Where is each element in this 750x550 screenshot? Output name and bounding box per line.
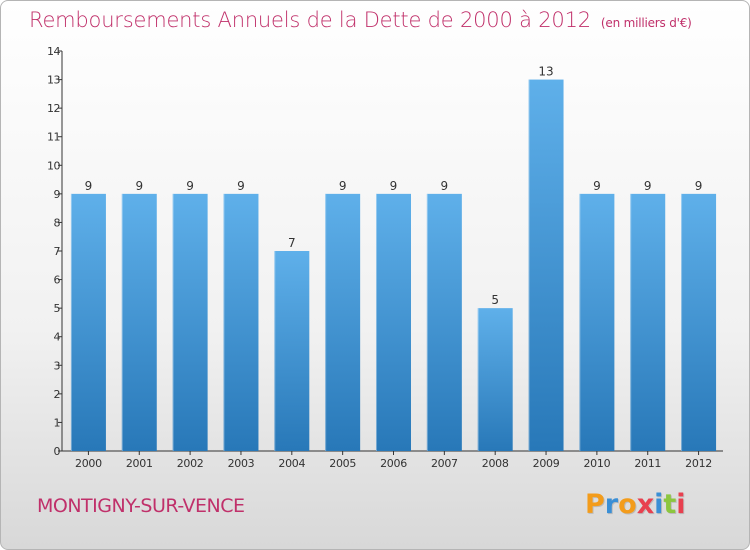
y-tick-label: 3 — [54, 359, 61, 372]
y-tick-label: 9 — [54, 188, 61, 201]
y-tick-label: 4 — [54, 331, 61, 344]
y-tick-label: 8 — [54, 216, 61, 229]
bar — [274, 251, 310, 451]
data-label: 7 — [288, 236, 296, 250]
x-tick-label: 2006 — [380, 457, 407, 470]
data-label: 5 — [491, 293, 499, 307]
brand-logo[interactable]: Proxiti — [585, 489, 686, 520]
data-label: 9 — [695, 179, 703, 193]
data-label: 9 — [390, 179, 398, 193]
data-label: 9 — [186, 179, 194, 193]
y-tick-label: 14 — [47, 45, 60, 58]
bar — [172, 193, 208, 451]
bar — [579, 193, 615, 451]
x-tick-label: 2003 — [228, 457, 255, 470]
data-label: 9 — [135, 179, 143, 193]
bar — [223, 193, 259, 451]
x-tick-label: 2001 — [126, 457, 153, 470]
data-label: 9 — [593, 179, 601, 193]
bar — [325, 193, 361, 451]
bar — [477, 308, 513, 451]
bar — [121, 193, 157, 451]
bar — [426, 193, 462, 451]
y-tick-label: 10 — [47, 159, 60, 172]
data-label: 9 — [441, 179, 449, 193]
bar — [630, 193, 666, 451]
x-tick-label: 2002 — [177, 457, 204, 470]
bar — [681, 193, 717, 451]
brand-letter: x — [636, 489, 655, 520]
data-label: 9 — [644, 179, 652, 193]
bar — [528, 79, 564, 452]
x-tick-label: 2005 — [329, 457, 356, 470]
data-label: 9 — [85, 179, 93, 193]
y-tick-label: 6 — [54, 274, 61, 287]
chart-subtitle: (en milliers d'€) — [600, 16, 692, 30]
x-tick-label: 2008 — [482, 457, 509, 470]
y-tick-label: 12 — [47, 102, 60, 115]
y-tick-label: 2 — [54, 388, 61, 401]
brand-letter: P — [585, 489, 605, 520]
y-tick-label: 11 — [47, 131, 60, 144]
brand-letter: t — [663, 489, 677, 520]
x-tick-label: 2000 — [75, 457, 102, 470]
brand-letter: o — [618, 489, 637, 520]
commune-name: MONTIGNY-SUR-VENCE — [37, 495, 245, 517]
y-tick-label: 13 — [47, 74, 60, 87]
bar — [70, 193, 106, 451]
brand-letter: i — [676, 489, 686, 520]
bar — [376, 193, 411, 451]
x-tick-label: 2010 — [583, 457, 610, 470]
x-tick-label: 2012 — [685, 457, 712, 470]
y-tick-label: 0 — [54, 445, 61, 458]
y-tick-label: 1 — [54, 416, 61, 429]
x-tick-label: 2011 — [634, 457, 661, 470]
x-tick-label: 2004 — [278, 457, 305, 470]
x-tick-label: 2009 — [533, 457, 560, 470]
data-label: 9 — [237, 179, 245, 193]
x-tick-label: 2007 — [431, 457, 458, 470]
data-label: 13 — [538, 65, 553, 79]
data-label: 9 — [339, 179, 347, 193]
y-tick-label: 7 — [54, 245, 61, 258]
y-tick-label: 5 — [54, 302, 61, 315]
brand-letter: r — [604, 489, 619, 520]
chart-title: Remboursements Annuels de la Dette de 20… — [29, 8, 692, 32]
brand-letter: i — [654, 489, 664, 520]
